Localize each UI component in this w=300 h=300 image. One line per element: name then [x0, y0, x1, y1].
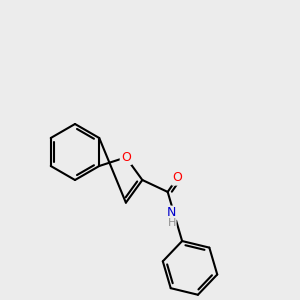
Text: O: O [121, 151, 131, 164]
Text: O: O [172, 171, 182, 184]
Text: N: N [167, 206, 176, 219]
Text: H: H [168, 218, 176, 228]
